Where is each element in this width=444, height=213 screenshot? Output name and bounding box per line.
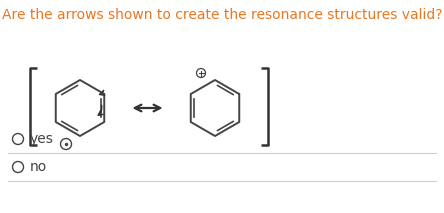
Text: no: no (30, 160, 47, 174)
Text: Are the arrows shown to create the resonance structures valid?: Are the arrows shown to create the reson… (2, 8, 442, 22)
Text: yes: yes (30, 132, 54, 146)
